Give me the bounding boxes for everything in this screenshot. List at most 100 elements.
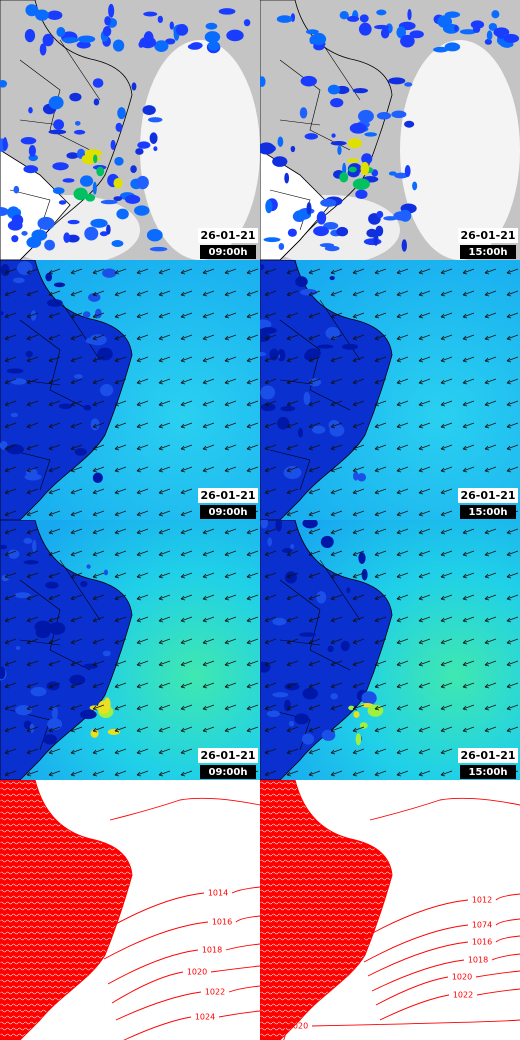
cloud-cell — [359, 14, 369, 23]
map-panel: 26-01-21 15:00h — [260, 260, 520, 520]
time-box — [460, 765, 516, 779]
cloud-cell — [208, 40, 220, 51]
cloud-cell — [117, 107, 126, 120]
isobar-label: 1016 — [212, 918, 232, 927]
time-label: 09:00h — [209, 247, 248, 258]
cloud-cell — [28, 107, 33, 114]
cloud-cell — [305, 29, 319, 35]
cloud-cell — [48, 129, 67, 135]
cloud-cell — [331, 133, 336, 138]
date-label: 26-01-21 — [460, 229, 515, 242]
cloud-cell — [114, 156, 124, 166]
isobar-label: 1020 — [187, 968, 207, 977]
cloud-cell — [454, 24, 459, 32]
wind-arrows — [260, 260, 520, 520]
cloud-cell — [154, 40, 169, 52]
cloud-cell — [316, 211, 327, 225]
cloud-cell — [46, 10, 63, 21]
cloud-cell — [53, 119, 65, 130]
isobar — [359, 893, 520, 941]
cloud-cell — [93, 154, 98, 164]
wind-arrows — [0, 260, 260, 520]
cloud-cell — [355, 189, 368, 200]
cloud-cell — [113, 177, 123, 189]
cloud-cell — [226, 29, 244, 42]
isobar — [367, 935, 520, 977]
cloud-cell — [393, 211, 411, 221]
cloud-cell — [165, 38, 176, 45]
cloud-cell — [143, 11, 158, 17]
cloud-cell — [92, 181, 97, 195]
isobar — [371, 953, 520, 992]
date-label: 26-01-21 — [200, 749, 255, 762]
cloud-cell — [278, 243, 285, 250]
cloud-cell — [102, 26, 112, 37]
cloud-cell — [106, 224, 111, 235]
date-box — [458, 228, 518, 243]
cloud-cell — [363, 238, 382, 246]
cloud-cell — [44, 239, 55, 251]
wind-arrows — [260, 520, 520, 780]
cloud-cell — [116, 208, 129, 220]
cloud-cell — [115, 122, 123, 132]
cloud-cell — [24, 28, 36, 43]
cloud-cell — [407, 8, 412, 21]
cloud-cell — [293, 209, 312, 220]
cloud-cell — [52, 187, 65, 195]
isobar — [99, 886, 260, 934]
cloud-cell — [433, 46, 449, 53]
isobar — [375, 970, 520, 1006]
cloud-cell — [272, 156, 288, 167]
isobar-label: 1018 — [202, 946, 222, 955]
cloud-cell — [336, 226, 349, 237]
cloud-cell — [346, 158, 359, 163]
cloud-cell — [388, 171, 397, 176]
time-box — [460, 245, 516, 259]
cloud-cell — [357, 109, 374, 123]
cloud-cell — [375, 225, 384, 237]
cloud-cell — [26, 236, 42, 249]
cloud-cell — [470, 20, 485, 29]
cloud-cell — [62, 37, 79, 44]
cloud-cell — [204, 31, 221, 43]
cloud-cell — [108, 3, 115, 18]
cloud-cell — [330, 140, 347, 146]
cloud-cell — [130, 165, 137, 174]
isobar-label: 1014 — [208, 889, 228, 898]
cloud-cell — [21, 231, 28, 236]
cloud-cell — [73, 187, 88, 201]
cloud-cell — [35, 9, 49, 21]
cloud-cell — [459, 29, 477, 35]
cloud-cell — [284, 172, 290, 184]
date-label: 26-01-21 — [460, 489, 515, 502]
cloud-cell — [437, 15, 453, 28]
cloud-cell — [76, 41, 91, 49]
borders — [269, 39, 361, 231]
isobar-label: 1020 — [452, 973, 472, 982]
cloud-cell — [400, 34, 415, 48]
cloud-cell — [58, 200, 67, 205]
time-box — [200, 765, 256, 779]
cloud-cell — [346, 15, 360, 22]
cloud-cell — [388, 77, 406, 85]
date-label: 26-01-21 — [460, 749, 515, 762]
cloud-cell — [376, 210, 384, 219]
cloud-cell — [169, 21, 175, 30]
cloud-cell — [42, 33, 54, 47]
cloud-cell — [157, 15, 163, 24]
cloud-cell — [306, 202, 312, 215]
cloud-cell — [299, 107, 308, 119]
isobar — [379, 988, 520, 1021]
cloud-cell — [2, 137, 8, 151]
time-box — [200, 245, 256, 259]
cloud-cell — [93, 98, 100, 106]
cloud-cell — [243, 19, 251, 27]
cloud-cell — [496, 32, 505, 39]
cloud-cell — [69, 92, 82, 102]
cloud-cell — [260, 142, 275, 155]
cloud-cell — [412, 181, 418, 191]
cloud-cell — [48, 96, 64, 110]
cloud-cell — [260, 76, 266, 87]
cloud-cell — [0, 207, 9, 217]
